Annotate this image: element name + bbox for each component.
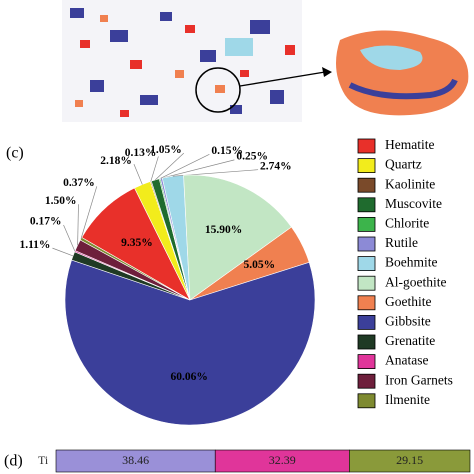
bar-label: 32.39	[269, 453, 296, 467]
legend-swatch	[357, 334, 376, 350]
legend-label: Ilmenite	[385, 392, 430, 407]
zoom-circle	[195, 67, 241, 113]
legend-swatch	[357, 295, 376, 311]
bar-label: 29.15	[396, 453, 423, 467]
slice-label: 1.05%	[150, 144, 182, 156]
grain-detail	[360, 45, 423, 70]
legend-swatch	[357, 177, 376, 193]
map-grains	[75, 15, 225, 107]
y-tick-label: Ti	[38, 453, 49, 467]
slice-label: 2.74%	[260, 160, 292, 172]
legend-swatch	[357, 138, 376, 154]
slice-label: 5.05%	[243, 259, 275, 271]
pie-slice	[183, 174, 292, 301]
legend-swatch	[357, 256, 376, 272]
panel-label: (c)	[6, 145, 24, 162]
map-grains	[225, 38, 253, 56]
grain-detail	[348, 78, 458, 100]
leader-line	[133, 163, 143, 185]
legend-label: Grenatite	[385, 333, 435, 348]
legend-label: Boehmite	[385, 255, 438, 270]
slice-label: 1.11%	[19, 239, 50, 251]
leader-line	[80, 186, 98, 239]
bar-segment	[349, 449, 471, 473]
leader-line	[155, 152, 185, 181]
legend-swatch	[357, 158, 376, 174]
slice-label: 0.25%	[236, 151, 268, 163]
zoom-arrow	[239, 71, 326, 87]
legend-label: Rutile	[385, 235, 418, 250]
slice-label: 0.37%	[63, 177, 95, 189]
panel-label: (d)	[4, 453, 23, 470]
legend-swatch	[357, 373, 376, 389]
slice-label: 0.15%	[211, 145, 243, 157]
legend-label: Chlorite	[385, 215, 429, 230]
legend-label: Iron Garnets	[385, 372, 453, 387]
bar-label: 38.46	[122, 453, 149, 467]
legend-label: Al-goethite	[385, 274, 446, 289]
legend-swatch	[357, 275, 376, 291]
slice-label: 15.90%	[205, 224, 242, 236]
legend-label: Gibbsite	[385, 313, 431, 328]
slice-label: 0.13%	[125, 147, 157, 159]
leader-line	[77, 204, 79, 246]
legend-swatch	[357, 236, 376, 252]
legend-label: Hematite	[385, 137, 434, 152]
legend-swatch	[357, 354, 376, 370]
slice-label: 9.35%	[121, 237, 153, 249]
legend-label: Muscovite	[385, 196, 442, 211]
map-grains	[70, 8, 284, 114]
leader-line	[159, 153, 210, 180]
slice-label: 2.18%	[100, 155, 132, 167]
legend-swatch	[357, 393, 376, 409]
pie-slice	[64, 259, 316, 426]
leader-line	[161, 159, 235, 179]
legend-swatch	[357, 314, 376, 330]
slice-label: 0.17%	[30, 216, 62, 228]
leader-line	[52, 247, 74, 257]
mineral-map	[62, 0, 469, 122]
legend-swatch	[357, 197, 376, 213]
leader-line	[150, 156, 159, 182]
legend-label: Quartz	[385, 157, 422, 172]
legend-label: Anatase	[385, 353, 428, 368]
slice-label: 60.06%	[171, 371, 208, 383]
arrow-head	[322, 67, 332, 77]
slice-label: 1.50%	[45, 195, 77, 207]
legend-label: Goethite	[385, 294, 432, 309]
leader-line	[63, 224, 76, 252]
map-grains	[80, 25, 295, 117]
grain-detail	[336, 30, 469, 116]
legend-label: Kaolinite	[385, 176, 435, 191]
map-background	[62, 0, 302, 122]
legend-swatch	[357, 216, 376, 232]
